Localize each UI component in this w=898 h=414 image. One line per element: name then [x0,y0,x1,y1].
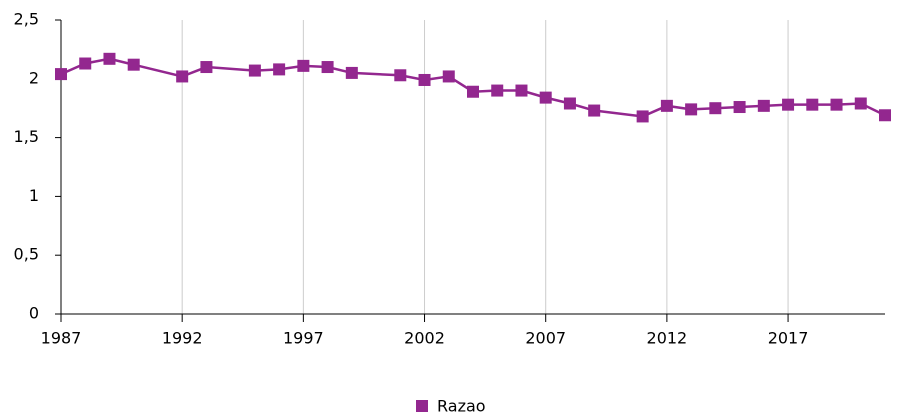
marker [636,110,649,123]
y-tick-label: 2 [29,68,39,87]
marker [588,104,601,117]
y-tick-label: 2,5 [14,10,39,29]
marker [248,64,261,77]
legend-label: Razao [437,397,486,414]
marker [79,57,92,70]
marker [830,98,843,111]
x-tick-label: 2002 [404,329,445,348]
y-tick-label: 1,5 [14,127,39,146]
marker [55,68,67,81]
y-tick-label: 1 [29,186,39,205]
marker [757,99,770,112]
marker [176,70,189,83]
x-tick-label: 1997 [283,329,324,348]
x-tick-label: 2007 [525,329,566,348]
marker [563,97,576,110]
marker [418,73,431,86]
x-tick-label: 1992 [162,329,203,348]
y-tick-label: 0,5 [14,245,39,264]
marker [782,98,795,111]
marker [733,101,746,114]
marker [127,58,140,71]
marker [709,102,722,115]
marker [103,52,116,65]
marker [879,109,891,122]
marker [854,97,867,110]
x-tick-label: 2017 [768,329,809,348]
marker [345,66,358,79]
marker [491,84,504,97]
x-tick-label: 2012 [647,329,688,348]
legend-swatch [416,400,428,412]
marker [685,103,698,116]
marker [806,98,819,111]
marker [321,61,334,74]
marker [394,69,407,82]
marker [297,59,310,72]
marker [200,61,213,74]
marker [660,99,673,112]
y-tick-label: 0 [29,304,39,323]
marker [467,85,479,98]
marker [442,70,455,83]
marker [539,91,552,104]
marker [273,63,286,76]
x-tick-label: 1987 [41,329,82,348]
marker [515,84,528,97]
